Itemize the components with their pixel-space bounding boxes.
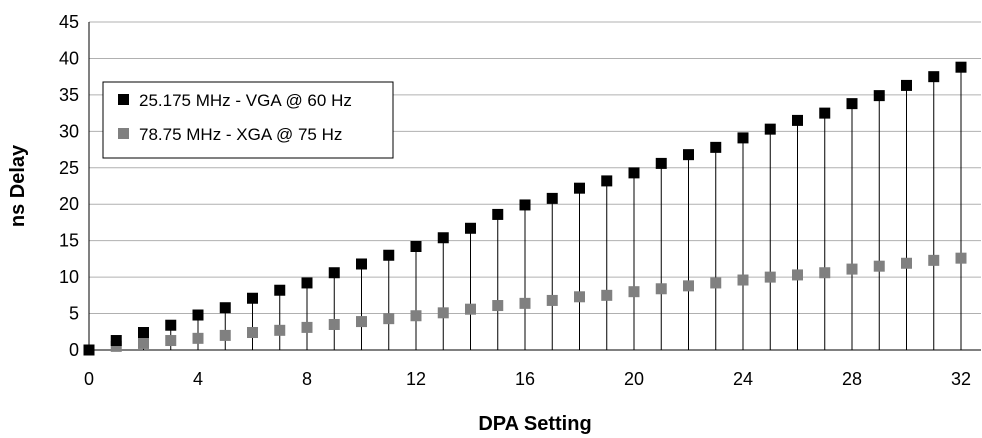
point-series-1 bbox=[383, 249, 395, 261]
point-series-2 bbox=[410, 310, 422, 322]
point-series-2 bbox=[792, 269, 803, 281]
point-series-1 bbox=[437, 232, 449, 244]
point-series-2 bbox=[165, 335, 177, 347]
x-tick-label: 4 bbox=[193, 369, 203, 389]
point-series-1 bbox=[138, 327, 149, 339]
point-series-1 bbox=[247, 292, 258, 304]
point-series-1 bbox=[301, 277, 313, 289]
point-series-1 bbox=[792, 114, 803, 126]
point-series-1 bbox=[955, 61, 967, 73]
point-series-1 bbox=[83, 344, 95, 356]
point-series-2 bbox=[356, 316, 367, 328]
point-series-2 bbox=[192, 332, 204, 344]
point-series-2 bbox=[110, 340, 122, 352]
point-series-1 bbox=[328, 267, 340, 279]
point-series-2 bbox=[383, 313, 395, 325]
point-series-2 bbox=[928, 254, 940, 266]
point-series-2 bbox=[219, 329, 231, 341]
x-tick-label: 12 bbox=[406, 369, 426, 389]
point-series-1 bbox=[928, 71, 940, 83]
point-series-1 bbox=[655, 157, 667, 169]
legend-marker-series-1 bbox=[118, 94, 129, 105]
point-series-1 bbox=[492, 208, 504, 220]
y-tick-label: 45 bbox=[59, 12, 79, 32]
y-tick-label: 10 bbox=[59, 267, 79, 287]
point-series-1 bbox=[764, 123, 776, 135]
point-series-1 bbox=[110, 335, 122, 347]
point-series-2 bbox=[737, 274, 749, 286]
x-tick-labels: 0 4 8 12 16 20 24 28 32 bbox=[84, 369, 971, 389]
x-tick-label: 28 bbox=[842, 369, 862, 389]
point-series-2 bbox=[574, 291, 585, 303]
point-series-1 bbox=[519, 199, 531, 211]
point-series-1 bbox=[465, 222, 476, 234]
point-series-2 bbox=[138, 337, 149, 349]
data-points bbox=[83, 61, 967, 356]
point-series-1 bbox=[410, 240, 422, 252]
y-axis-title: ns Delay bbox=[7, 144, 29, 227]
point-series-2 bbox=[465, 303, 476, 315]
point-series-1 bbox=[873, 90, 885, 102]
point-series-2 bbox=[628, 286, 640, 298]
point-series-2 bbox=[819, 267, 831, 279]
y-tick-label: 20 bbox=[59, 194, 79, 214]
point-series-1 bbox=[819, 107, 831, 119]
point-series-2 bbox=[601, 289, 613, 301]
point-series-2 bbox=[846, 263, 858, 275]
y-tick-label: 5 bbox=[69, 304, 79, 324]
point-series-2 bbox=[301, 321, 313, 333]
legend-label-series-2: 78.75 MHz - XGA @ 75 Hz bbox=[139, 125, 342, 144]
point-series-2 bbox=[274, 324, 286, 336]
point-series-1 bbox=[546, 192, 558, 204]
point-series-2 bbox=[655, 283, 667, 295]
legend-box bbox=[102, 81, 394, 159]
legend-marker-series-2 bbox=[118, 128, 129, 139]
point-series-1 bbox=[846, 98, 858, 110]
x-tick-label: 8 bbox=[302, 369, 312, 389]
axes bbox=[88, 22, 981, 351]
point-series-1 bbox=[710, 141, 722, 153]
point-series-2 bbox=[710, 277, 722, 289]
y-tick-label: 0 bbox=[69, 340, 79, 360]
x-tick-label: 20 bbox=[624, 369, 644, 389]
drop-lines bbox=[115, 67, 962, 350]
point-series-2 bbox=[901, 257, 912, 269]
point-series-1 bbox=[574, 182, 585, 194]
point-series-1 bbox=[165, 319, 177, 331]
x-axis-title: DPA Setting bbox=[478, 413, 591, 435]
point-series-1 bbox=[356, 258, 367, 270]
y-tick-label: 35 bbox=[59, 85, 79, 105]
point-series-1 bbox=[901, 79, 912, 91]
point-series-2 bbox=[437, 307, 449, 319]
point-series-1 bbox=[192, 309, 204, 321]
point-series-2 bbox=[519, 297, 531, 309]
point-series-1 bbox=[683, 149, 694, 161]
y-tick-labels: 0 5 10 15 20 25 30 35 40 45 bbox=[59, 12, 79, 360]
y-tick-label: 40 bbox=[59, 48, 79, 68]
x-tick-label: 24 bbox=[733, 369, 753, 389]
point-series-1 bbox=[601, 175, 613, 187]
y-tick-label: 25 bbox=[59, 158, 79, 178]
x-tick-label: 0 bbox=[84, 369, 94, 389]
point-series-2 bbox=[955, 252, 967, 264]
point-series-2 bbox=[873, 260, 885, 272]
point-series-2 bbox=[247, 327, 258, 339]
point-series-1 bbox=[274, 284, 286, 296]
point-series-2 bbox=[492, 300, 504, 312]
x-tick-label: 16 bbox=[515, 369, 535, 389]
point-series-1 bbox=[737, 132, 749, 144]
y-tick-label: 30 bbox=[59, 121, 79, 141]
legend-label-series-1: 25.175 MHz - VGA @ 60 Hz bbox=[139, 91, 352, 110]
point-series-2 bbox=[328, 318, 340, 330]
legend: 25.175 MHz - VGA @ 60 Hz 78.75 MHz - XGA… bbox=[102, 81, 394, 159]
y-tick-label: 15 bbox=[59, 231, 79, 251]
point-series-1 bbox=[628, 167, 640, 179]
x-tick-label: 32 bbox=[951, 369, 971, 389]
point-series-1 bbox=[219, 302, 231, 314]
point-series-2 bbox=[764, 271, 776, 283]
point-series-2 bbox=[683, 280, 694, 292]
point-series-2 bbox=[546, 294, 558, 306]
